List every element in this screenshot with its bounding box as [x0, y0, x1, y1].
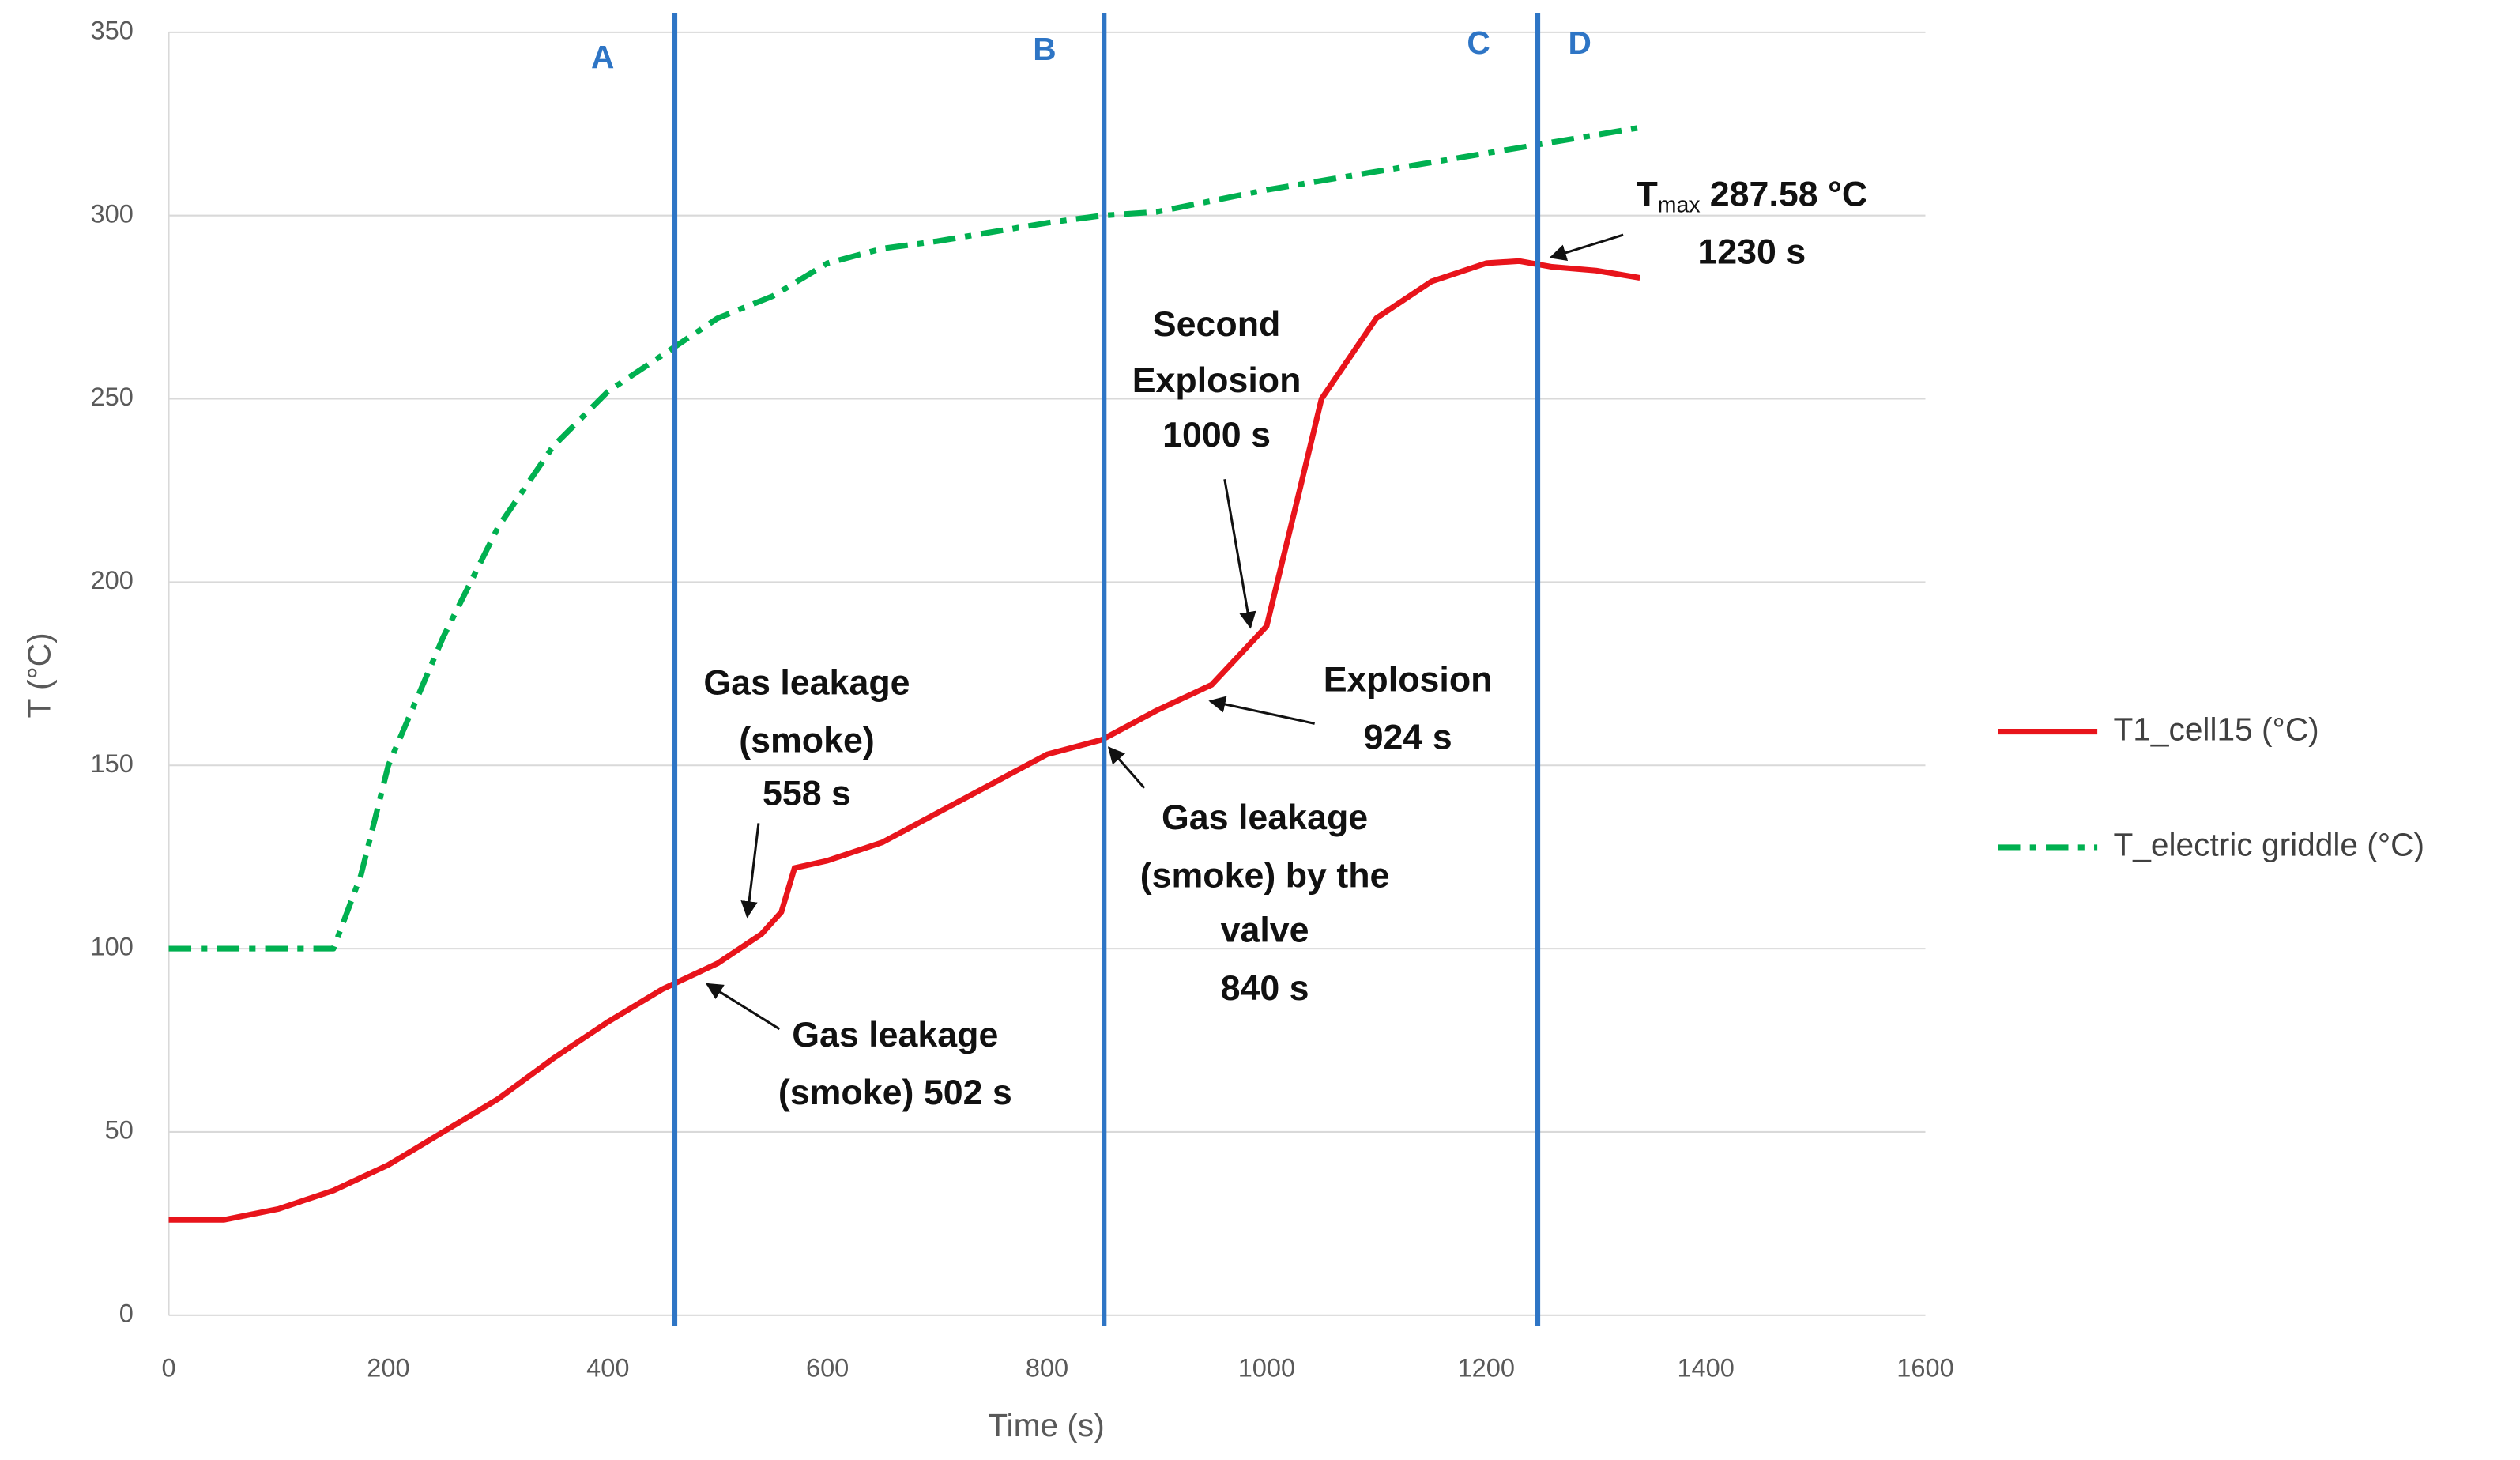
annotation-text: valve	[1221, 911, 1309, 950]
annotation-symbol: T	[1636, 174, 1657, 213]
annotation-text: Tmax 287.58 °C	[1636, 174, 1867, 217]
legend-label: T_electric griddle (°C)	[2113, 827, 2424, 863]
annotation: Explosion 924 s	[1208, 659, 1493, 757]
phase-label: C	[1467, 25, 1490, 61]
annotation-text: Gas leakage	[1162, 798, 1368, 837]
series-line	[168, 124, 1640, 952]
y-tick-label: 50	[105, 1116, 134, 1145]
y-tick-label: 250	[91, 383, 134, 411]
annotation-value: 287.58 °C	[1710, 174, 1867, 213]
annotation-text: 1230 s	[1697, 232, 1806, 271]
phase-label: B	[1033, 31, 1056, 67]
series-line	[168, 258, 1640, 1223]
annotation-text: (smoke) by the	[1140, 855, 1390, 895]
annotation-text: Explosion	[1132, 360, 1301, 400]
annotation-text: 1000 s	[1162, 415, 1271, 455]
x-tick-label: 400	[586, 1354, 629, 1383]
annotation-text: Gas leakage	[703, 662, 910, 702]
annotation-arrow	[1208, 696, 1315, 725]
annotation-arrow	[1107, 746, 1146, 789]
annotation-arrow	[1223, 478, 1256, 629]
annotation-text: 924 s	[1364, 718, 1452, 757]
x-tick-label: 1000	[1238, 1354, 1295, 1383]
annotation: Second Explosion 1000 s	[1132, 304, 1301, 629]
annotation: Gas leakage (smoke) 558 s	[703, 662, 910, 919]
x-tick-label: 200	[367, 1354, 409, 1383]
phase-label: A	[591, 39, 614, 75]
phase-label: D	[1569, 25, 1591, 61]
annotation-text: Gas leakage	[792, 1015, 998, 1054]
annotation-text: Explosion	[1324, 659, 1493, 699]
annotation-text: 558 s	[763, 774, 851, 813]
annotation-arrow	[740, 823, 760, 919]
annotation-text: (smoke)	[739, 721, 875, 760]
annotation-subscript: max	[1658, 192, 1701, 217]
y-tick-label: 100	[91, 933, 134, 961]
y-tick-label: 200	[91, 566, 134, 594]
y-tick-label: 0	[119, 1299, 134, 1327]
y-axis-title: T (°C)	[21, 632, 58, 718]
y-tick-label: 300	[91, 199, 134, 228]
annotation-text: Second	[1153, 304, 1281, 344]
annotation-text: 840 s	[1221, 968, 1309, 1008]
x-tick-label: 600	[806, 1354, 849, 1383]
annotation-text: (smoke) 502 s	[778, 1073, 1012, 1112]
x-tick-label: 0	[162, 1354, 176, 1383]
legend-label: T1_cell15 (°C)	[2113, 711, 2318, 747]
annotation: Gas leakage (smoke) 502 s	[706, 983, 1012, 1112]
x-axis-title: Time (s)	[988, 1407, 1105, 1443]
x-tick-label: 1400	[1677, 1354, 1734, 1383]
x-tick-label: 800	[1026, 1354, 1068, 1383]
annotation-arrow	[706, 983, 781, 1031]
x-tick-label: 1600	[1897, 1354, 1953, 1383]
y-tick-label: 150	[91, 749, 134, 778]
annotation: Tmax 287.58 °C 1230 s	[1549, 174, 1867, 271]
annotation: Gas leakage (smoke) by the valve 840 s	[1107, 746, 1390, 1008]
y-tick-label: 350	[91, 16, 134, 44]
annotation-arrow	[1549, 233, 1624, 262]
x-tick-label: 1200	[1458, 1354, 1515, 1383]
